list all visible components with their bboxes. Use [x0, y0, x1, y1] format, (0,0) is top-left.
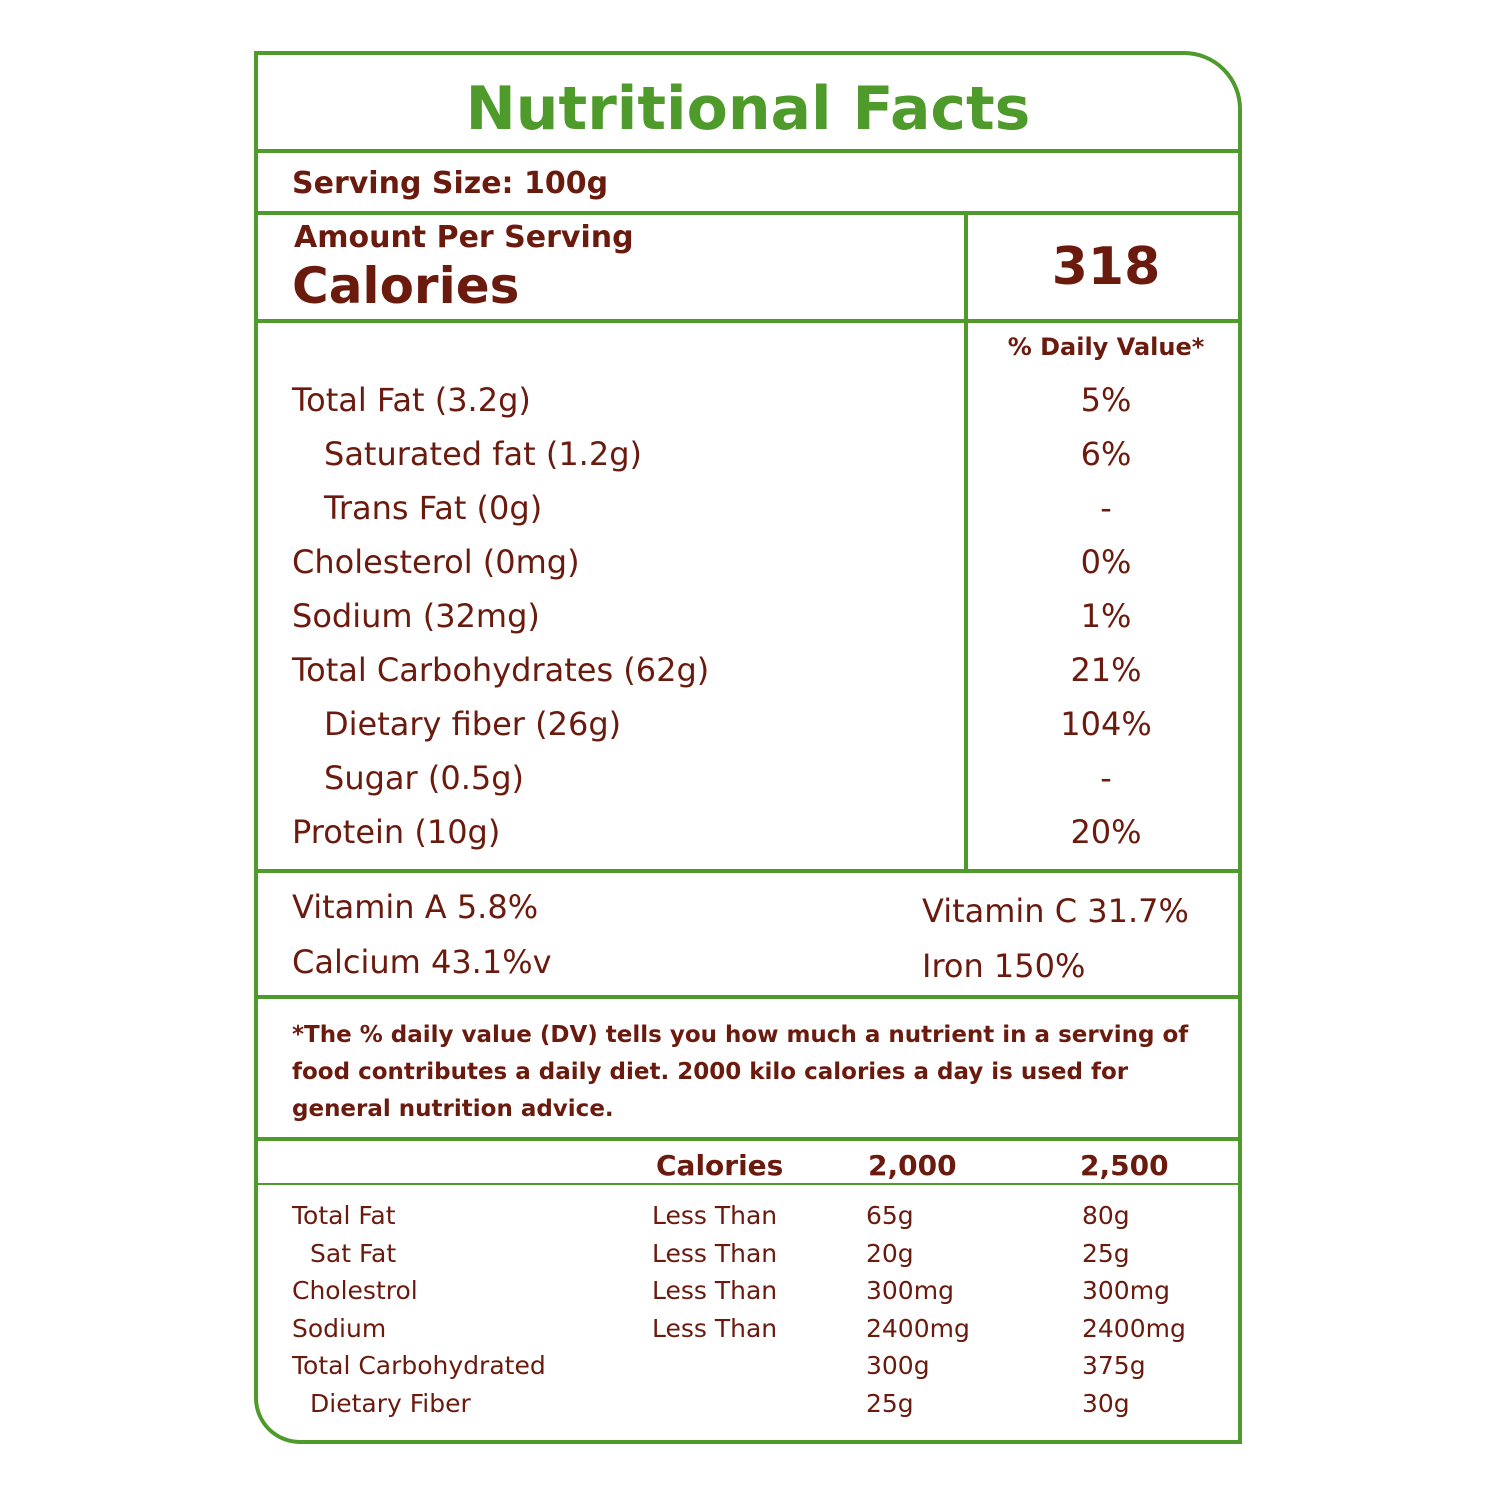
nutrient-name: Total Fat (3.2g): [292, 381, 531, 419]
ref-row-name: Cholestrol: [292, 1276, 418, 1305]
nutrient-name: Trans Fat (0g): [324, 489, 543, 527]
ref-row-2500: 25g: [1082, 1239, 1130, 1268]
divider: [258, 319, 1238, 323]
ref-row-2000: 20g: [866, 1239, 914, 1268]
nutrient-name: Total Carbohydrates (62g): [292, 651, 710, 689]
ref-row-limit: Less Than: [652, 1201, 778, 1230]
ref-row-2000: 300g: [866, 1351, 930, 1380]
nutrient-dv: 104%: [1060, 705, 1152, 743]
ref-row-name: Sodium: [292, 1314, 387, 1343]
ref-header-2500: 2,500: [1080, 1149, 1169, 1182]
calories-value: 318: [1051, 237, 1161, 297]
ref-header-2000: 2,000: [868, 1149, 957, 1182]
nutrient-name: Cholesterol (0mg): [292, 543, 580, 581]
amount-per-serving-label: Amount Per Serving: [294, 220, 634, 255]
panel-title: Nutritional Facts: [465, 74, 1031, 144]
ref-row-2000: 25g: [866, 1389, 914, 1418]
daily-value-header: % Daily Value*: [1007, 333, 1205, 361]
nutrient-dv: 5%: [1080, 381, 1132, 419]
ref-row-2500: 80g: [1082, 1201, 1130, 1230]
divider: [258, 149, 1238, 153]
column-divider: [964, 213, 968, 871]
nutrient-dv: 0%: [1080, 543, 1132, 581]
nutrient-name: Sugar (0.5g): [324, 759, 525, 797]
nutrient-dv: 1%: [1080, 597, 1132, 635]
divider: [258, 1183, 1238, 1185]
nutrient-dv: 21%: [1070, 651, 1142, 689]
nutrient-dv: -: [1100, 489, 1112, 527]
ref-row-2000: 65g: [866, 1201, 914, 1230]
ref-row-2500: 375g: [1082, 1351, 1146, 1380]
ref-row-limit: Less Than: [652, 1314, 778, 1343]
ref-header-calories: Calories: [656, 1149, 784, 1182]
divider: [258, 211, 1238, 215]
daily-value-footnote: *The % daily value (DV) tells you how mu…: [292, 1022, 1189, 1122]
nutrient-name: Sodium (32mg): [292, 597, 540, 635]
nutrient-name: Saturated fat (1.2g): [324, 435, 642, 473]
divider: [258, 869, 1238, 873]
vitamin-c: Vitamin C 31.7%: [922, 892, 1189, 930]
divider: [258, 1137, 1238, 1141]
ref-row-2000: 2400mg: [866, 1314, 970, 1343]
iron: Iron 150%: [922, 947, 1086, 985]
nutrient-name: Protein (10g): [292, 813, 501, 851]
nutrient-dv: 6%: [1080, 435, 1132, 473]
calories-label: Calories: [292, 257, 520, 315]
ref-row-2000: 300mg: [866, 1276, 954, 1305]
divider: [258, 995, 1238, 999]
serving-size: Serving Size: 100g: [292, 166, 609, 201]
ref-row-name: Dietary Fiber: [310, 1389, 471, 1418]
nutrient-dv: 20%: [1070, 813, 1142, 851]
ref-row-2500: 2400mg: [1082, 1314, 1186, 1343]
ref-row-name: Total Fat: [292, 1201, 396, 1230]
nutrient-name: Dietary fiber (26g): [324, 705, 622, 743]
ref-row-limit: Less Than: [652, 1239, 778, 1268]
ref-row-name: Total Carbohydrated: [292, 1351, 546, 1380]
ref-row-2500: 300mg: [1082, 1276, 1170, 1305]
nutrition-facts-panel: Nutritional Facts Serving Size: 100g Amo…: [254, 51, 1242, 1444]
vitamin-a: Vitamin A 5.8%: [292, 888, 539, 926]
ref-row-2500: 30g: [1082, 1389, 1130, 1418]
calcium: Calcium 43.1%v: [292, 943, 552, 981]
ref-row-limit: Less Than: [652, 1276, 778, 1305]
nutrient-dv: -: [1100, 759, 1112, 797]
ref-row-name: Sat Fat: [310, 1239, 397, 1268]
